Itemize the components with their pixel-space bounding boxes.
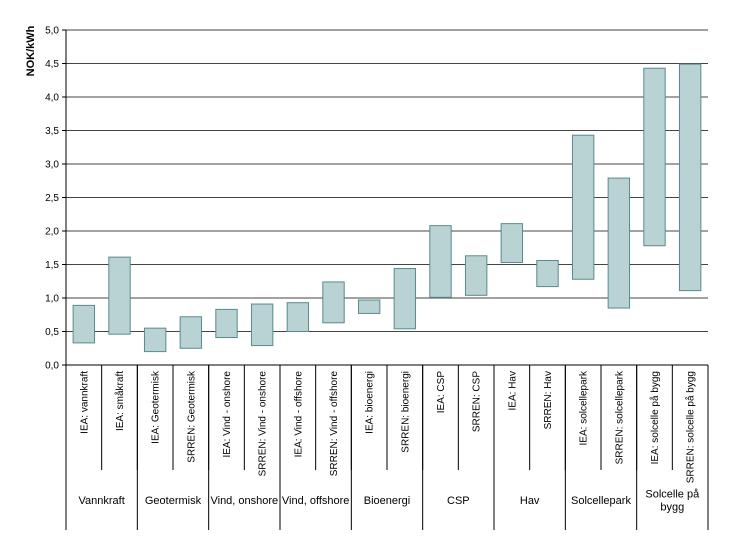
group-label: Geotermisk — [145, 495, 202, 507]
category-label: IEA: Vind - onshore — [222, 371, 233, 458]
group-label: Vind, onshore — [210, 495, 278, 507]
category-label: SRREN: CSP — [472, 371, 483, 432]
y-tick-label: 1,5 — [45, 260, 59, 271]
group-label: Vannkraft — [79, 495, 125, 507]
range-bar — [286, 302, 310, 333]
range-bar — [536, 259, 559, 288]
range-bar — [72, 304, 96, 344]
range-bar — [500, 223, 524, 263]
group-label: Hav — [520, 495, 540, 507]
y-tick-label: 0,0 — [45, 361, 59, 372]
y-tick-label: 3,0 — [45, 160, 59, 171]
range-bar — [108, 256, 131, 335]
category-label: SRREN: Geotermisk — [186, 370, 197, 463]
range-bar — [393, 268, 417, 330]
category-label: SRREN: solcelle på bygg — [685, 371, 697, 483]
range-bar — [429, 225, 452, 298]
y-tick-label: 4,0 — [45, 93, 59, 104]
range-bar — [143, 327, 167, 353]
category-label: SRREN: Vind - onshore — [258, 371, 269, 477]
category-label: IEA: vannkraft — [79, 371, 90, 434]
group-label: CSP — [447, 495, 470, 507]
y-tick-label: 5,0 — [45, 26, 59, 37]
category-label: IEA: Geotermisk — [151, 370, 162, 444]
category-label: IEA: CSP — [436, 371, 447, 414]
y-tick-label: 2,0 — [45, 227, 59, 238]
range-bar — [250, 303, 274, 347]
range-bar — [571, 134, 595, 280]
group-label: Solcelle på — [645, 489, 700, 501]
range-bar — [607, 177, 631, 309]
range-bar — [464, 255, 488, 296]
y-tick-label: 4,5 — [45, 59, 59, 70]
group-label: Bioenergi — [364, 495, 410, 507]
y-tick-label: 2,5 — [45, 193, 59, 204]
category-label: SRREN: Vind - offshore — [329, 371, 340, 477]
category-label: SRREN: solcellepark — [614, 370, 625, 464]
category-label: IEA: bioenergi — [365, 371, 376, 434]
y-tick-label: 1,0 — [45, 294, 59, 305]
category-label: SRREN: bioenergi — [400, 371, 411, 453]
category-label: IEA: Vind - offshore — [293, 371, 304, 458]
category-label: IEA: solcelle på bygg — [649, 371, 661, 464]
group-label: Vind, offshore — [282, 495, 349, 507]
y-axis-label: NOK/kWh — [25, 25, 37, 76]
category-label: IEA: solcellepark — [579, 370, 590, 445]
range-bar — [678, 63, 702, 292]
group-label: bygg — [660, 502, 684, 514]
range-bar — [179, 316, 203, 349]
category-label: IEA: småkraft — [114, 371, 126, 431]
y-tick-label: 0,5 — [45, 327, 59, 338]
group-label: Solcellepark — [571, 495, 631, 507]
category-label: IEA: Hav — [507, 371, 518, 410]
range-bar — [215, 308, 238, 339]
range-bar — [322, 281, 345, 324]
y-tick-label: 3,5 — [45, 126, 59, 137]
range-bar — [357, 299, 381, 314]
category-label: SRREN: Hav — [543, 371, 554, 429]
range-bar — [643, 67, 666, 247]
